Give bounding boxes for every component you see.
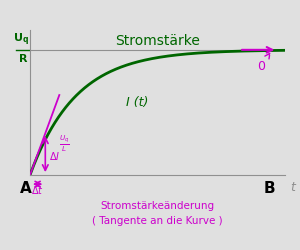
Text: B: B: [263, 181, 275, 196]
Text: I (t): I (t): [126, 96, 148, 109]
Text: A: A: [20, 181, 32, 196]
Text: ( Tangente an die Kurve ): ( Tangente an die Kurve ): [92, 216, 223, 226]
Text: $\frac{U_q}{L}$: $\frac{U_q}{L}$: [59, 133, 70, 154]
Text: $\Delta I$: $\Delta I$: [49, 150, 60, 162]
Text: $\mathbf{R}$: $\mathbf{R}$: [18, 52, 29, 64]
Text: $\mathbf{U_q}$: $\mathbf{U_q}$: [13, 32, 29, 48]
Text: Stromstärkeänderung: Stromstärkeänderung: [100, 201, 214, 211]
Text: t: t: [290, 181, 295, 194]
Text: 0: 0: [257, 54, 270, 73]
Text: $\Delta t$: $\Delta t$: [31, 184, 44, 196]
Text: Stromstärke: Stromstärke: [115, 34, 200, 48]
